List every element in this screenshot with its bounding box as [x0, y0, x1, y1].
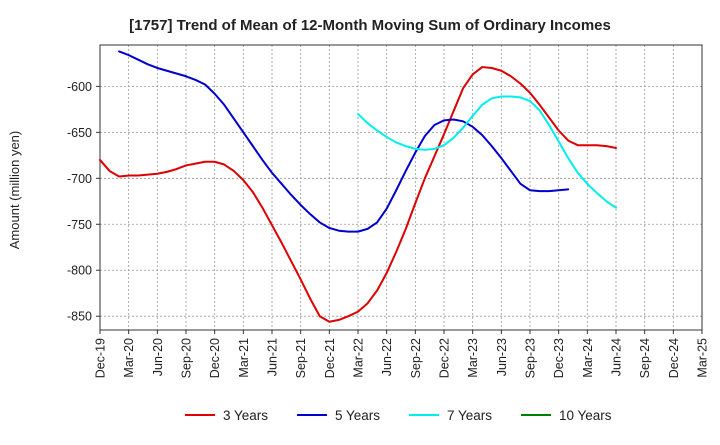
x-tick-label: Jun-24 — [610, 338, 624, 376]
legend-label-10-years: 10 Years — [559, 408, 612, 423]
series-line-3-years — [99, 66, 617, 323]
legend: 3 Years 5 Years 7 Years 10 Years — [185, 408, 612, 423]
x-tick-label: Sep-22 — [409, 338, 423, 378]
y-tick-label: -600 — [67, 80, 92, 94]
y-tick-label: -750 — [67, 218, 92, 232]
series-lines — [99, 50, 617, 323]
legend-label-5-years: 5 Years — [335, 408, 380, 423]
x-tick-label: Sep-23 — [524, 338, 538, 378]
x-tick-label: Dec-21 — [323, 338, 337, 378]
legend-label-3-years: 3 Years — [223, 408, 268, 423]
x-tick-label: Dec-23 — [552, 338, 566, 378]
x-tick-label: Mar-23 — [466, 338, 480, 378]
series-line-5-years — [118, 50, 570, 233]
x-tick-label: Dec-22 — [438, 338, 452, 378]
x-tick-label: Sep-24 — [638, 338, 652, 378]
x-tick-label: Jun-20 — [151, 338, 165, 376]
y-tick-label: -850 — [67, 310, 92, 324]
x-tick-label: Mar-20 — [122, 338, 136, 378]
chart-title: [1757] Trend of Mean of 12-Month Moving … — [129, 17, 611, 34]
y-tick-label: -650 — [67, 126, 92, 140]
x-tick-label: Dec-24 — [667, 338, 681, 378]
series-line-7-years — [357, 95, 617, 209]
x-tick-label: Mar-25 — [696, 338, 710, 378]
plot-area-border — [99, 44, 703, 331]
x-tick-label: Dec-19 — [94, 338, 108, 378]
x-tick-label: Mar-22 — [352, 338, 366, 378]
x-tick-label: Sep-20 — [180, 338, 194, 378]
legend-label-7-years: 7 Years — [447, 408, 492, 423]
y-tick-label: -700 — [67, 172, 92, 186]
grid — [99, 45, 703, 330]
x-tick-label: Dec-20 — [208, 338, 222, 378]
y-tick-label: -800 — [67, 264, 92, 278]
x-tick-label: Jun-21 — [266, 338, 280, 376]
x-tick-label: Mar-24 — [581, 338, 595, 378]
x-tick-label: Jun-23 — [495, 338, 509, 376]
y-axis-label: Amount (million yen) — [7, 131, 22, 250]
x-tick-label: Jun-22 — [380, 338, 394, 376]
x-tick-label: Mar-21 — [237, 338, 251, 378]
x-tick-label: Sep-21 — [294, 338, 308, 378]
